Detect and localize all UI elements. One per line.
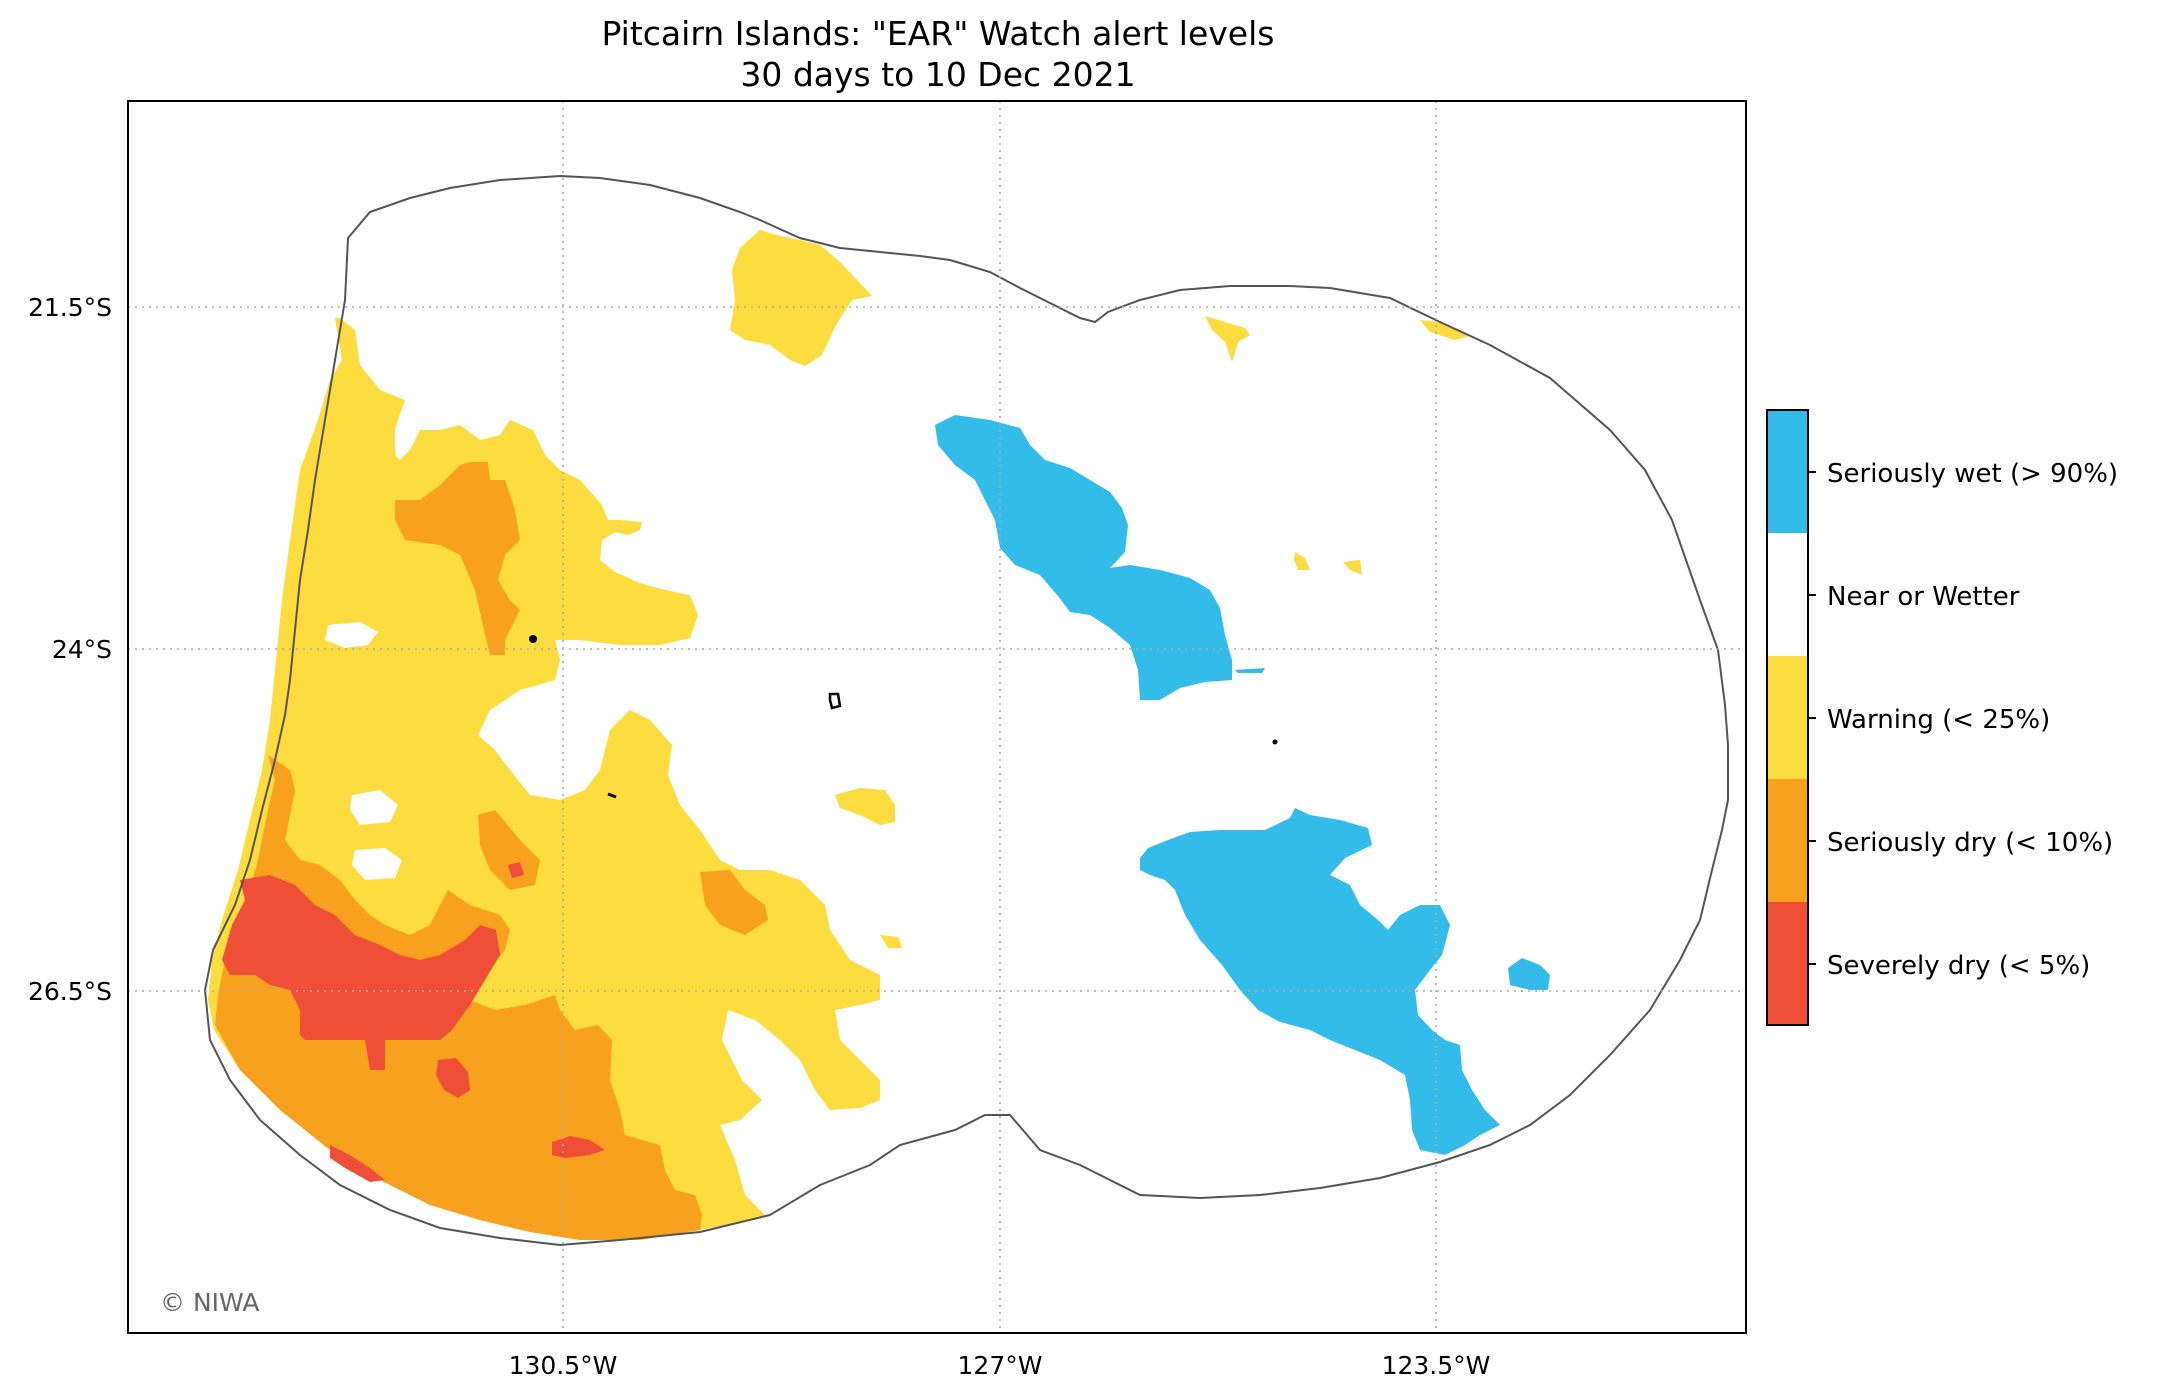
legend-swatch-severely-dry: [1767, 902, 1808, 1025]
graticule: [128, 101, 1746, 1333]
legend-label-near-or-wetter: Near or Wetter: [1827, 582, 2020, 612]
legend-swatch-warning: [1767, 656, 1808, 779]
legend-label-seriously-wet: Seriously wet (> 90%): [1827, 459, 2118, 489]
legend-label-seriously-dry: Seriously dry (< 10%): [1827, 828, 2113, 858]
tick-lon-3: 123.5°W: [1382, 1351, 1491, 1380]
tick-lat-1: 21.5°S: [28, 293, 112, 322]
map-frame: [127, 100, 1747, 1334]
islands: [529, 635, 1278, 799]
warning-blob-ne2: [1420, 320, 1470, 340]
dry-region-north: [395, 462, 520, 655]
tick-lon-1: 130.5°W: [509, 1351, 618, 1380]
wet-region-north: [935, 415, 1232, 700]
axis-ticks: 130.5°W 127°W 123.5°W 21.5°S 24°S 26.5°S: [28, 293, 1490, 1380]
severe-blob-1: [508, 862, 524, 878]
warning-blob-north: [730, 230, 872, 366]
dry-region-east: [700, 870, 768, 935]
warning-blob-ne1: [1205, 316, 1250, 362]
tick-lat-3: 26.5°S: [28, 977, 112, 1006]
copyright-text: © NIWA: [160, 1288, 259, 1317]
legend-colorbar: Seriously wet (> 90%) Near or Wetter War…: [1766, 409, 2118, 1026]
eez-boundary: [203, 174, 1729, 1247]
tick-lat-2: 24°S: [52, 635, 112, 664]
legend-label-severely-dry: Severely dry (< 5%): [1827, 951, 2090, 981]
wet-sliver: [1235, 668, 1265, 673]
wet-blob-east: [1508, 958, 1550, 990]
severe-region-main: [222, 875, 500, 1070]
legend-label-warning: Warning (< 25%): [1827, 705, 2050, 735]
legend-swatch-seriously-dry: [1767, 779, 1808, 902]
island-ducie: [529, 635, 537, 643]
warning-blob-c2: [880, 935, 902, 948]
island-pitcairn: [1272, 739, 1278, 745]
severe-blob-4: [330, 1145, 385, 1182]
dry-region-mid: [478, 810, 540, 890]
legend-swatch-seriously-wet: [1767, 410, 1808, 533]
warning-blob-e1: [1294, 552, 1310, 570]
tick-lon-2: 127°W: [958, 1351, 1043, 1380]
warning-blob-c1: [835, 788, 895, 825]
island-henderson: [828, 692, 842, 710]
map-title: Pitcairn Islands: "EAR" Watch alert leve…: [601, 14, 1275, 53]
severe-blob-3: [552, 1136, 605, 1158]
warning-blob-e2: [1343, 560, 1362, 575]
wet-region-south: [1140, 808, 1500, 1155]
legend-swatch-near-or-wetter: [1767, 533, 1808, 656]
alert-fields: [208, 230, 1550, 1240]
map-subtitle: 30 days to 10 Dec 2021: [740, 55, 1136, 94]
island-oeno: [607, 792, 617, 799]
severe-blob-2: [436, 1058, 470, 1098]
